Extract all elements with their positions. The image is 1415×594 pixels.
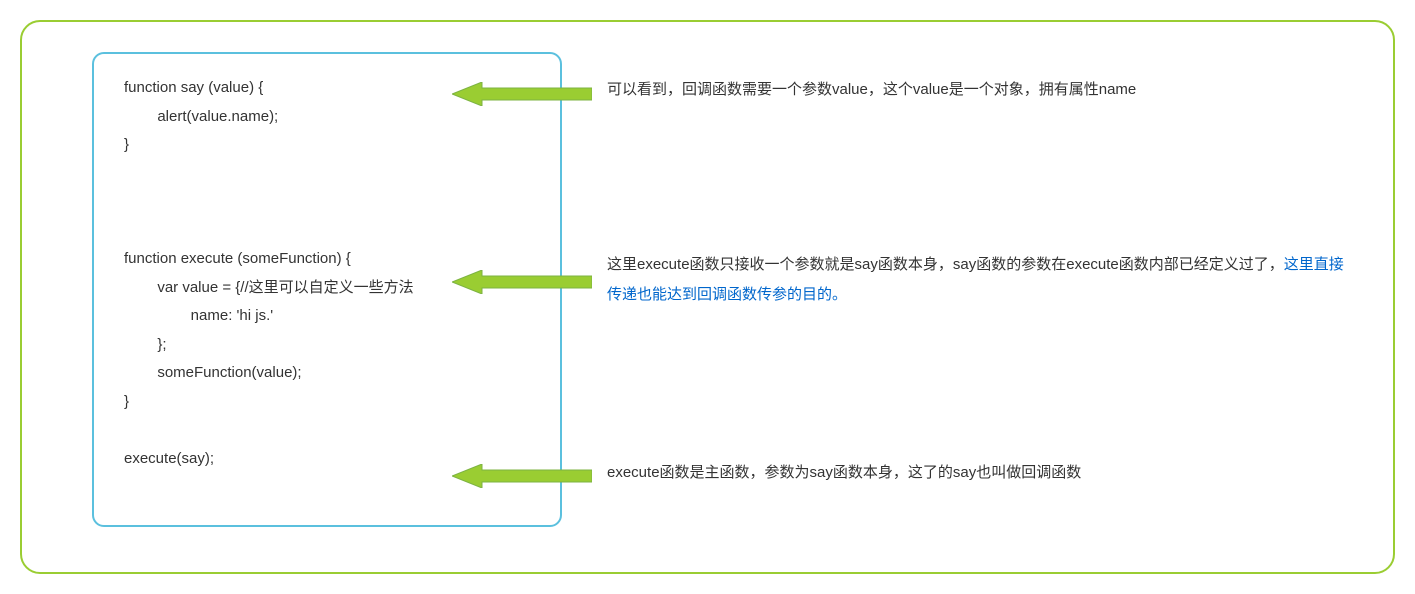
arrow-3 — [452, 464, 592, 493]
outer-container: function say (value) { alert(value.name)… — [20, 20, 1395, 574]
left-arrow-icon — [452, 270, 592, 294]
annotation-2-text-part1: 这里execute函数只接收一个参数就是say函数本身，say函数的参数在exe… — [607, 256, 1284, 273]
annotation-1: 可以看到，回调函数需要一个参数value，这个value是一个对象，拥有属性na… — [607, 75, 1136, 105]
annotation-3-text: execute函数是主函数，参数为say函数本身，这了的say也叫做回调函数 — [607, 464, 1081, 481]
arrow-2 — [452, 270, 592, 299]
annotation-1-text: 可以看到，回调函数需要一个参数value，这个value是一个对象，拥有属性na… — [607, 81, 1136, 98]
annotation-2: 这里execute函数只接收一个参数就是say函数本身，say函数的参数在exe… — [607, 250, 1357, 310]
annotation-3: execute函数是主函数，参数为say函数本身，这了的say也叫做回调函数 — [607, 458, 1081, 488]
left-arrow-icon — [452, 82, 592, 106]
arrow-1 — [452, 82, 592, 111]
left-arrow-icon — [452, 464, 592, 488]
